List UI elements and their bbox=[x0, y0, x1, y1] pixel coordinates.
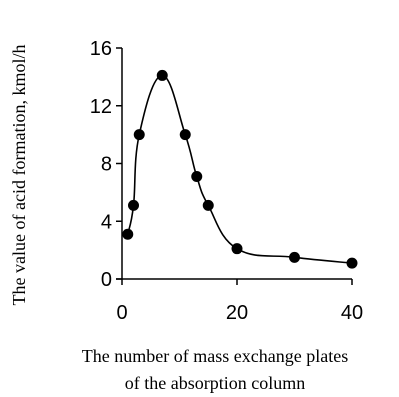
data-point bbox=[231, 243, 243, 255]
data-point bbox=[128, 199, 139, 211]
y-tick-label: 8 bbox=[101, 154, 112, 176]
axes: 0 4 8 12 16 0 20 40 bbox=[90, 38, 363, 324]
x-tick-label: 40 bbox=[341, 302, 363, 324]
data-point bbox=[191, 170, 203, 182]
x-tick-label: 0 bbox=[116, 302, 127, 324]
y-tick-label: 4 bbox=[101, 211, 112, 233]
y-tick-label: 0 bbox=[101, 269, 112, 291]
data-point bbox=[122, 228, 134, 240]
y-tick-label: 16 bbox=[90, 38, 112, 60]
x-axis-title-line2: of the absorption column bbox=[125, 373, 305, 393]
data-point bbox=[289, 251, 300, 263]
series-line bbox=[126, 74, 353, 264]
data-point bbox=[156, 69, 168, 81]
y-axis-title: The value of acid formation, kmol/h bbox=[9, 45, 29, 306]
x-axis-ticks: 0 20 40 bbox=[116, 279, 363, 324]
plot-area bbox=[122, 69, 358, 269]
data-point bbox=[202, 199, 214, 211]
x-tick-label: 20 bbox=[226, 302, 248, 324]
data-point bbox=[346, 257, 358, 269]
y-axis-ticks: 0 4 8 12 16 bbox=[90, 38, 122, 291]
x-axis-title-line1: The number of mass exchange plates bbox=[82, 346, 348, 366]
data-point bbox=[179, 129, 191, 141]
y-tick-label: 12 bbox=[90, 96, 112, 118]
data-point bbox=[133, 129, 145, 141]
